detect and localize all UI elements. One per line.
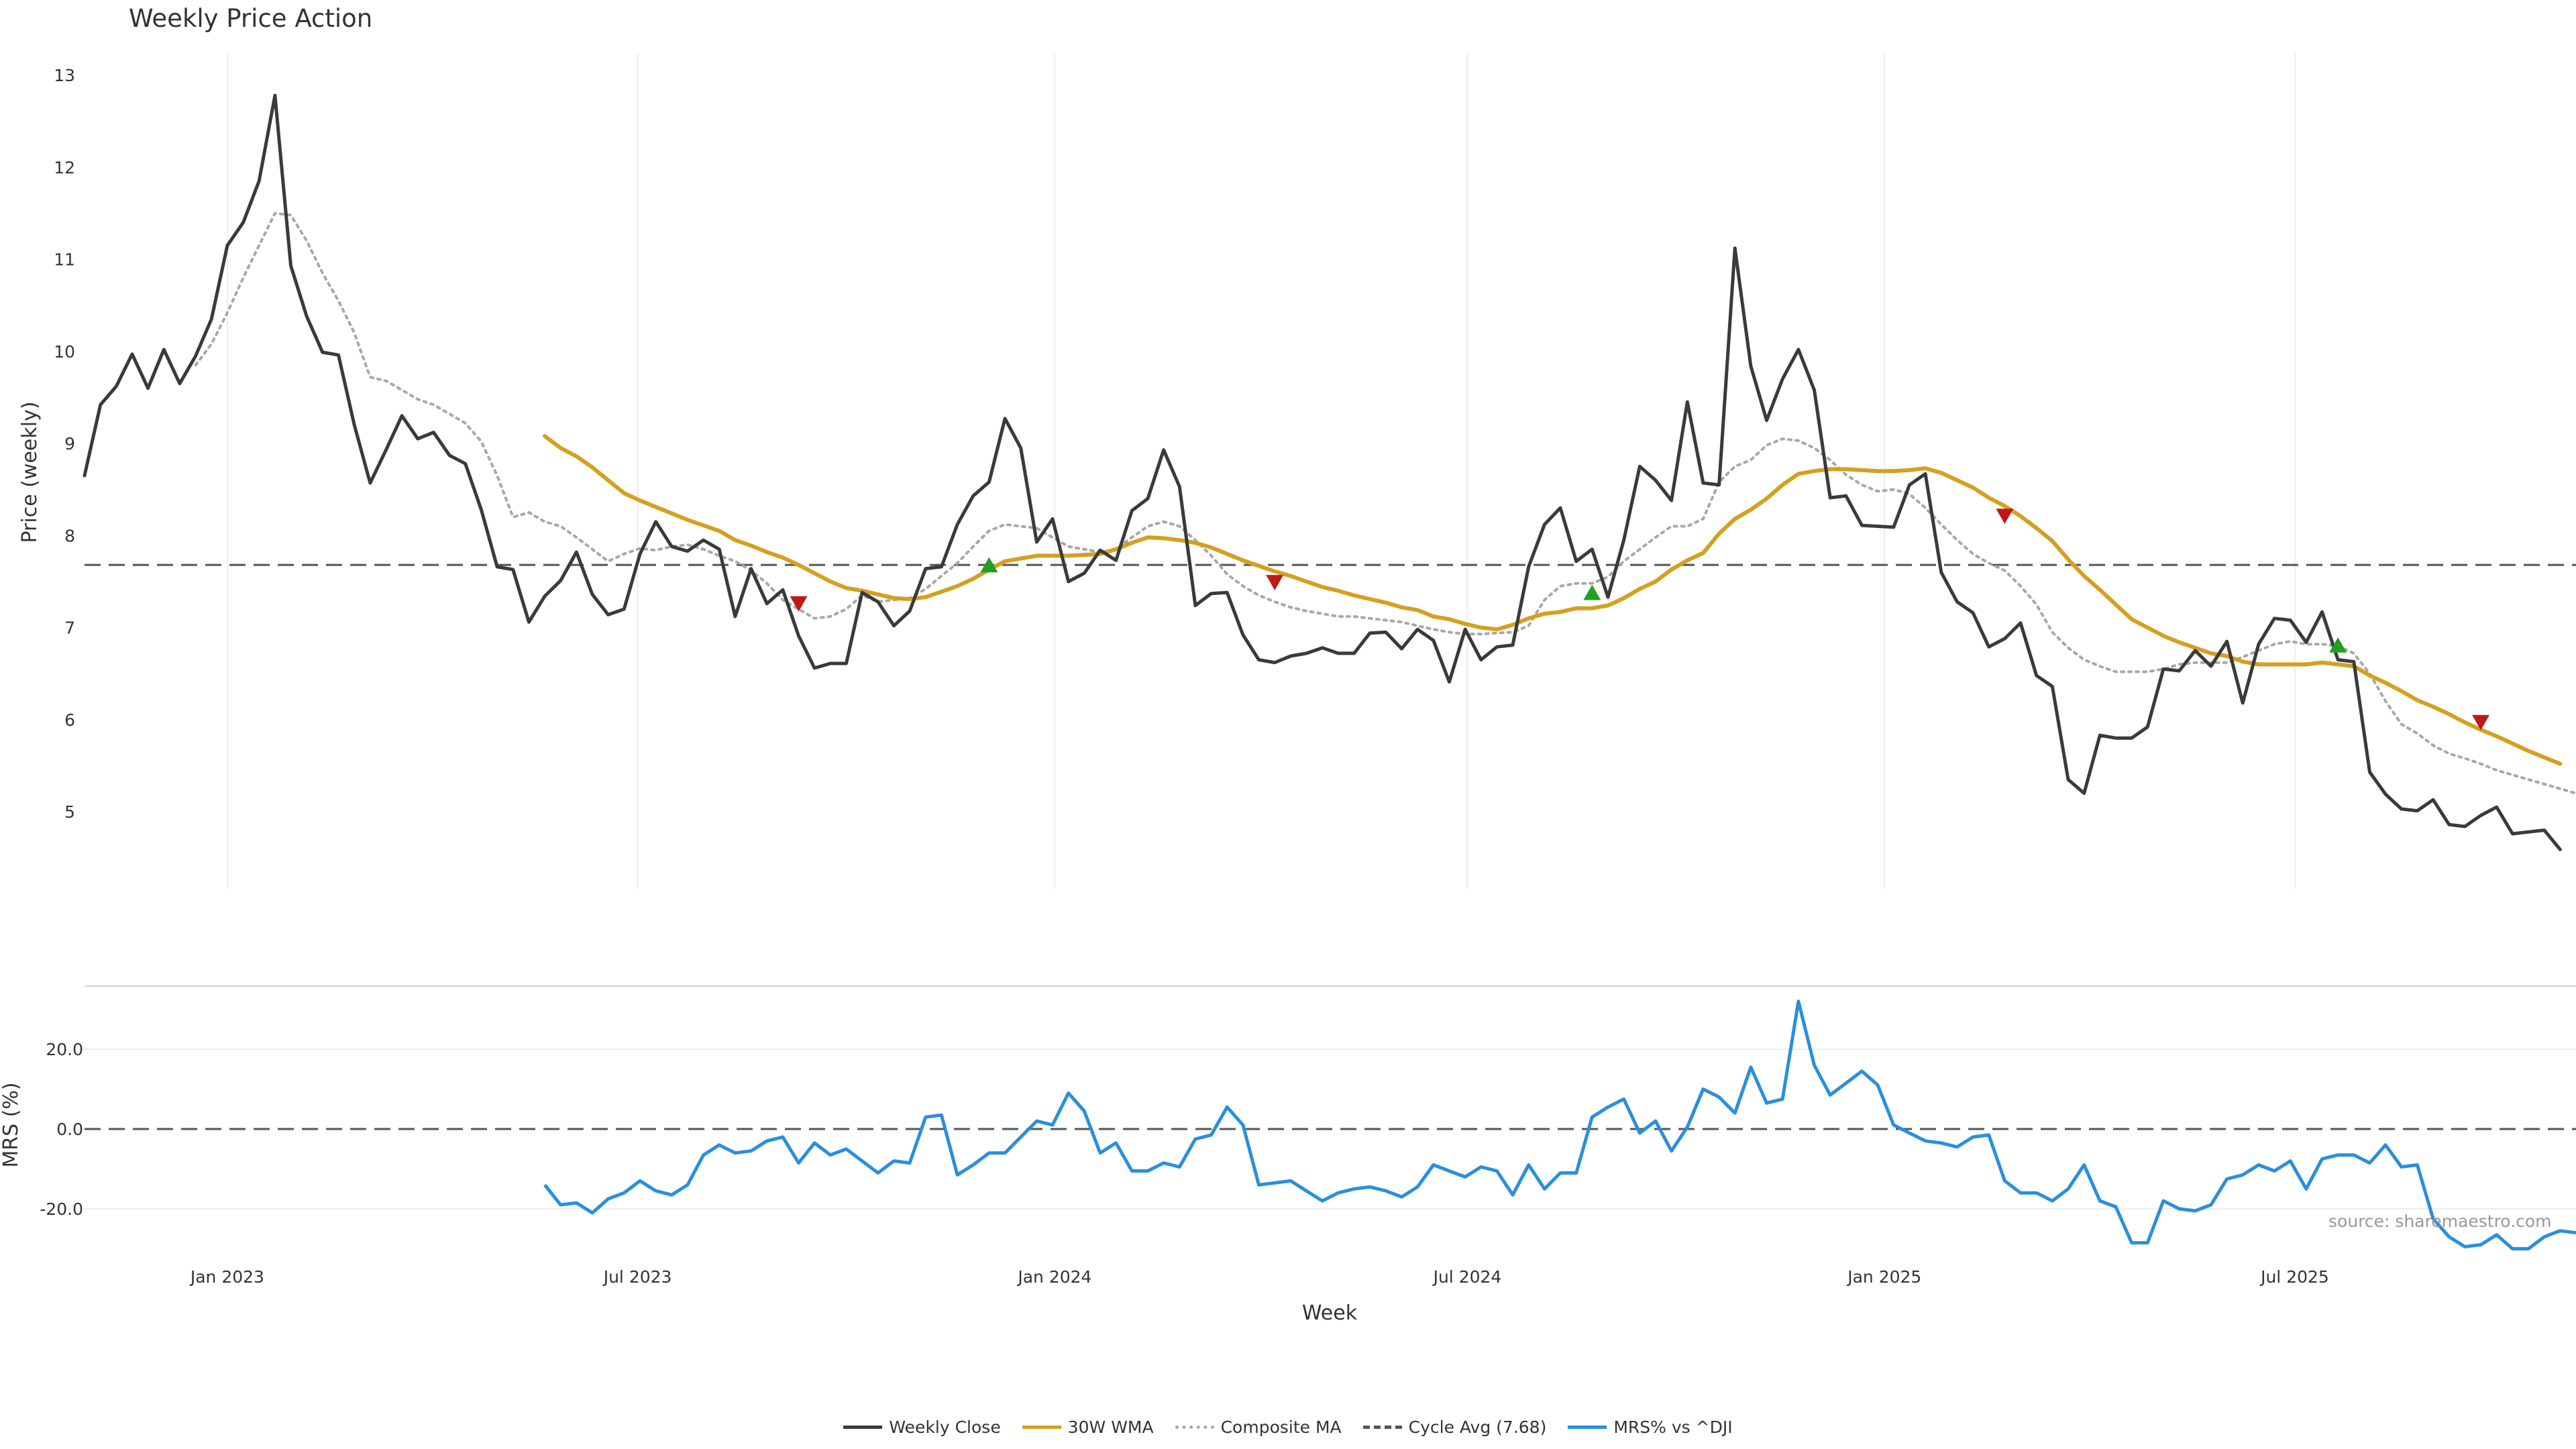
chart-title: Weekly Price Action (129, 4, 373, 33)
sell-signal-marker (1996, 508, 2014, 525)
legend-swatch (1175, 1426, 1214, 1429)
price-y-tick-label: 9 (64, 434, 75, 453)
legend-label: Weekly Close (889, 1417, 1001, 1437)
x-tick-label: Jan 2023 (189, 1267, 264, 1287)
legend-item: 30W WMA (1022, 1417, 1154, 1437)
mrs-y-tick-label: 20.0 (46, 1040, 83, 1059)
buy-signal-marker (980, 557, 998, 573)
mrs-y-tick-label: -20.0 (40, 1199, 83, 1219)
x-axis-label: Week (1302, 1301, 1358, 1325)
sell-signal-marker (1266, 575, 1284, 590)
mrs-panel-series (543, 1000, 2576, 1250)
price-y-tick-label: 8 (64, 526, 75, 545)
legend-item: Cycle Avg (7.68) (1362, 1417, 1547, 1437)
legend-item: Composite MA (1175, 1417, 1342, 1437)
chart-legend: Weekly Close 30W WMA Composite MA Cycle Avg… (0, 1417, 2576, 1437)
price-y-tick-label: 11 (54, 250, 75, 270)
signal-markers (790, 508, 2490, 731)
price-panel-grid (226, 54, 2296, 889)
mrs-y-tick-label: 0.0 (56, 1120, 83, 1139)
price-y-tick-label: 5 (64, 802, 75, 822)
price-y-axis-label: Price (weekly) (18, 401, 42, 543)
x-tick-label: Jul 2024 (1432, 1267, 1502, 1287)
price-y-tick-label: 12 (54, 158, 75, 177)
mrs-line (543, 1000, 2576, 1250)
legend-label: MRS% vs ^DJI (1613, 1417, 1733, 1437)
legend-item: MRS% vs ^DJI (1568, 1417, 1733, 1437)
price-y-tick-label: 6 (64, 710, 75, 730)
sell-signal-marker (790, 596, 808, 612)
composite-ma-line (194, 211, 2576, 795)
source-credit: source: sharemaestro.com (2328, 1212, 2552, 1231)
x-tick-label: Jul 2025 (2259, 1267, 2329, 1287)
legend-swatch (843, 1426, 883, 1429)
wma-30w-line (543, 434, 2563, 766)
legend-label: Composite MA (1220, 1417, 1342, 1437)
legend-swatch (1022, 1426, 1061, 1429)
price-y-tick-label: 10 (54, 342, 75, 362)
buy-signal-marker (2329, 637, 2347, 653)
buy-signal-marker (1583, 584, 1601, 600)
price-panel-series (83, 93, 2576, 851)
price-y-tick-label: 7 (64, 619, 75, 638)
mrs-y-axis-label: MRS (%) (0, 1082, 23, 1167)
x-tick-label: Jan 2024 (1016, 1267, 1091, 1287)
legend-label: 30W WMA (1067, 1417, 1154, 1437)
x-tick-label: Jan 2025 (1846, 1267, 1921, 1287)
x-tick-label: Jul 2023 (602, 1267, 672, 1287)
sell-signal-marker (2472, 714, 2490, 731)
legend-swatch (1568, 1426, 1607, 1429)
x-axis-ticks: Jan 2023 Jul 2023 Jan 2024 Jul 2024 Jan 2025… (189, 1267, 2329, 1287)
legend-swatch (1362, 1426, 1402, 1429)
price-y-axis: 5 6 7 8 9 10 11 12 13 (54, 66, 75, 822)
legend-label: Cycle Avg (7.68) (1408, 1417, 1547, 1437)
weekly-close-line (83, 93, 2562, 851)
mrs-panel-grid (85, 985, 2576, 1210)
mrs-y-axis: -20.0 0.0 20.0 (40, 1040, 83, 1219)
legend-item: Weekly Close (843, 1417, 1001, 1437)
price-y-tick-label: 13 (54, 66, 75, 85)
